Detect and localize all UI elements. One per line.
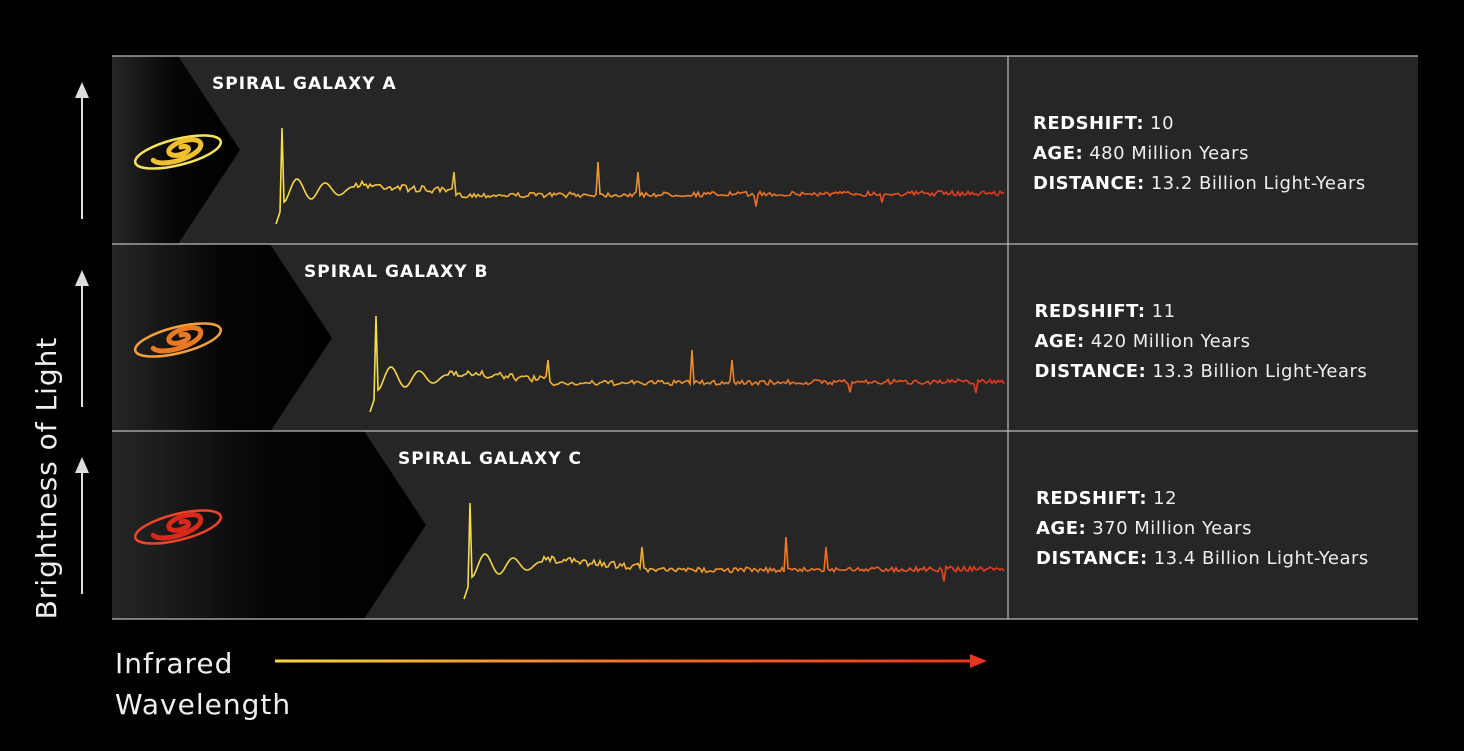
info-value: 13.4 Billion Light-Years — [1154, 548, 1369, 569]
info-label: REDSHIFT: — [1035, 301, 1146, 322]
info-line: REDSHIFT: 11 — [1035, 301, 1176, 322]
galaxy-icon — [133, 322, 223, 358]
y-axis-arrowhead — [75, 457, 89, 473]
info-panel — [1008, 56, 1418, 244]
galaxy-disk — [133, 509, 223, 545]
spectrum-line — [369, 315, 1005, 413]
spectrum-line — [463, 502, 1005, 600]
info-label: DISTANCE: — [1035, 361, 1147, 382]
info-line: DISTANCE: 13.4 Billion Light-Years — [1036, 548, 1369, 569]
galaxy-spiral — [150, 512, 204, 541]
info-label: DISTANCE: — [1036, 548, 1148, 569]
y-axis-label: Brightness of Light — [30, 337, 63, 620]
info-line: AGE: 370 Million Years — [1036, 518, 1252, 539]
galaxy-title: SPIRAL GALAXY B — [304, 262, 488, 282]
galaxy-row: SPIRAL GALAXY A REDSHIFT: 10 AGE: 480 Millio… — [75, 56, 1418, 244]
info-line: DISTANCE: 13.2 Billion Light-Years — [1033, 173, 1366, 194]
y-axis-arrowhead — [75, 82, 89, 98]
chevron — [112, 56, 240, 244]
info-panel — [1008, 431, 1418, 619]
info-panel — [1008, 244, 1418, 432]
galaxy-row: SPIRAL GALAXY C REDSHIFT: 12 AGE: 370 Millio… — [75, 431, 1418, 619]
galaxy-icon — [133, 509, 223, 545]
chevron — [112, 244, 332, 432]
info-value: 13.2 Billion Light-Years — [1151, 173, 1366, 194]
info-line: DISTANCE: 13.3 Billion Light-Years — [1035, 361, 1368, 382]
info-label: REDSHIFT: — [1036, 488, 1147, 509]
info-value: 370 Million Years — [1092, 518, 1252, 539]
info-label: AGE: — [1035, 331, 1085, 352]
info-label: AGE: — [1033, 143, 1083, 164]
info-line: AGE: 480 Million Years — [1033, 143, 1249, 164]
info-label: AGE: — [1036, 518, 1086, 539]
x-axis-arrowhead — [970, 654, 987, 668]
galaxy-title: SPIRAL GALAXY A — [212, 74, 397, 94]
info-label: DISTANCE: — [1033, 173, 1145, 194]
info-value: 480 Million Years — [1089, 143, 1249, 164]
galaxy-spiral — [150, 137, 204, 166]
info-line: REDSHIFT: 12 — [1036, 488, 1177, 509]
galaxy-title: SPIRAL GALAXY C — [398, 449, 582, 469]
x-axis-label: Infrared — [115, 647, 233, 680]
info-value: 420 Million Years — [1091, 331, 1251, 352]
chevron — [112, 431, 426, 619]
info-value: 11 — [1152, 301, 1176, 322]
galaxy-spiral — [150, 325, 204, 354]
galaxy-row: SPIRAL GALAXY B REDSHIFT: 11 AGE: 420 Millio… — [75, 244, 1418, 432]
info-label: REDSHIFT: — [1033, 113, 1144, 134]
galaxy-disk — [133, 134, 223, 170]
info-line: AGE: 420 Million Years — [1035, 331, 1251, 352]
info-value: 13.3 Billion Light-Years — [1152, 361, 1367, 382]
y-axis-arrowhead — [75, 270, 89, 286]
galaxy-disk — [133, 322, 223, 358]
info-value: 12 — [1153, 488, 1177, 509]
galaxy-icon — [133, 134, 223, 170]
info-value: 10 — [1150, 113, 1174, 134]
spectrum-line — [275, 127, 1005, 225]
x-axis-label: Wavelength — [115, 688, 291, 721]
info-line: REDSHIFT: 10 — [1033, 113, 1174, 134]
row-panel — [112, 56, 1008, 244]
